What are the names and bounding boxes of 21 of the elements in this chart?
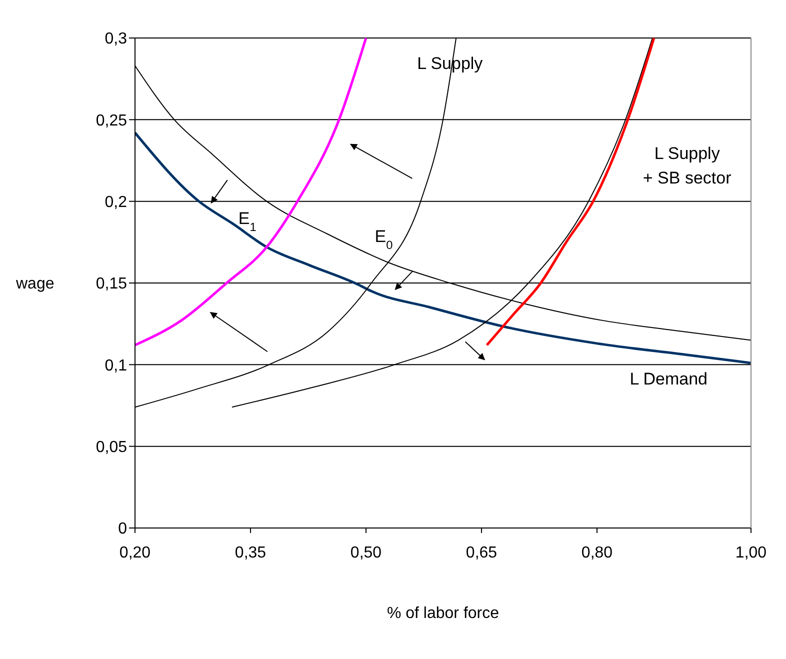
line-series (486, 38, 656, 346)
x-tick-label: 0,65 (466, 544, 498, 562)
x-tick-label: 0,50 (350, 544, 382, 562)
y-tick-label: 0,05 (96, 439, 128, 456)
y-tick-label: 0,25 (96, 112, 128, 130)
x-tick-label: 0,80 (581, 544, 613, 562)
line-series (135, 38, 368, 346)
x-tick-label: 1,00 (735, 544, 767, 562)
annotation: E$_{0}$ (374, 227, 394, 252)
y-tick-label: 0,3 (104, 30, 128, 48)
y-axis-title: wage (15, 276, 54, 293)
annotation: E$_{1}$ (238, 209, 257, 234)
x-tick-label: 0,35 (234, 544, 266, 562)
y-tick-label: 0,2 (104, 194, 128, 212)
x-tick-label: 0,20 (119, 544, 151, 562)
y-tick-label: 0,15 (96, 276, 128, 293)
y-tick-label: 0 (118, 520, 128, 538)
annotation: L Demand (630, 369, 708, 388)
annotation: L Supply + SB sector (642, 144, 732, 188)
x-axis-title: % of labor force (386, 605, 500, 622)
y-tick-label: 0,1 (104, 357, 128, 374)
